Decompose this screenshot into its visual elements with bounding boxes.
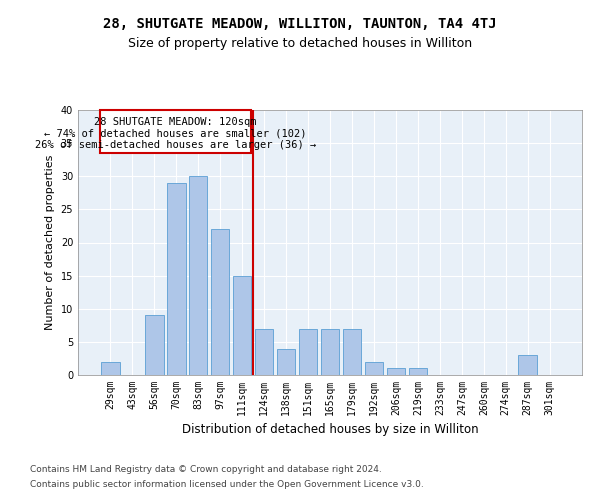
Text: 28, SHUTGATE MEADOW, WILLITON, TAUNTON, TA4 4TJ: 28, SHUTGATE MEADOW, WILLITON, TAUNTON, …	[103, 18, 497, 32]
Bar	[365, 362, 383, 375]
Text: ← 74% of detached houses are smaller (102): ← 74% of detached houses are smaller (10…	[44, 128, 307, 138]
Bar	[233, 276, 251, 375]
Bar	[343, 328, 361, 375]
Bar	[189, 176, 208, 375]
Bar	[211, 229, 229, 375]
Bar	[101, 362, 119, 375]
X-axis label: Distribution of detached houses by size in Williton: Distribution of detached houses by size …	[182, 424, 478, 436]
Bar	[255, 328, 274, 375]
Bar	[167, 183, 185, 375]
Text: Contains public sector information licensed under the Open Government Licence v3: Contains public sector information licen…	[30, 480, 424, 489]
Bar	[518, 355, 537, 375]
Bar	[100, 110, 251, 153]
Bar	[386, 368, 405, 375]
Text: Size of property relative to detached houses in Williton: Size of property relative to detached ho…	[128, 38, 472, 51]
Text: 28 SHUTGATE MEADOW: 120sqm: 28 SHUTGATE MEADOW: 120sqm	[94, 118, 257, 128]
Bar	[145, 316, 164, 375]
Bar	[409, 368, 427, 375]
Text: Contains HM Land Registry data © Crown copyright and database right 2024.: Contains HM Land Registry data © Crown c…	[30, 465, 382, 474]
Text: 26% of semi-detached houses are larger (36) →: 26% of semi-detached houses are larger (…	[35, 140, 316, 150]
Bar	[277, 348, 295, 375]
Bar	[299, 328, 317, 375]
Y-axis label: Number of detached properties: Number of detached properties	[45, 155, 55, 330]
Bar	[320, 328, 340, 375]
